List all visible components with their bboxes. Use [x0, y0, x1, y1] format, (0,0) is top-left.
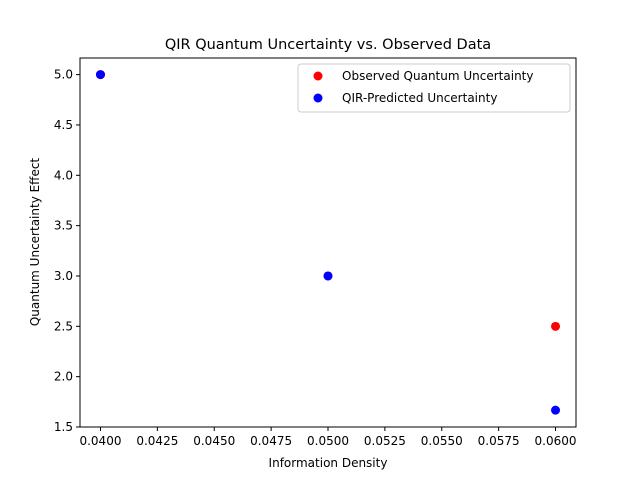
y-tick-label: 3.0: [54, 269, 73, 283]
legend-label-0: Observed Quantum Uncertainty: [342, 69, 533, 83]
plot-frame: [79, 57, 577, 428]
data-points: [95, 70, 561, 415]
chart-title: QIR Quantum Uncertainty vs. Observed Dat…: [165, 37, 491, 53]
x-tick-label: 0.0500: [307, 434, 349, 448]
legend-marker-0: [313, 71, 323, 81]
x-axis-title: Information Density: [269, 456, 388, 470]
data-point-series-1-0: [95, 70, 105, 80]
y-tick-label: 1.5: [54, 420, 73, 434]
y-tick-label: 3.5: [54, 219, 73, 233]
y-tick-label: 4.5: [54, 118, 73, 132]
data-point-series-0-2: [551, 321, 561, 331]
x-axis: 0.0400 0.0425 0.0450 0.0475 0.0500 0.0525 0.05…: [79, 427, 577, 448]
x-tick-label: 0.0450: [193, 434, 235, 448]
data-point-series-1-2: [551, 405, 561, 415]
y-tick-label: 4.0: [54, 168, 73, 182]
y-tick-label: 2.0: [54, 370, 73, 384]
y-axis-title: Quantum Uncertainty Effect: [28, 158, 42, 327]
legend: Observed Quantum Uncertainty QIR-Predicte…: [297, 63, 571, 113]
x-tick-label: 0.0475: [250, 434, 292, 448]
legend-label-1: QIR-Predicted Uncertainty: [342, 91, 497, 105]
x-tick-label: 0.0550: [421, 434, 463, 448]
x-tick-label: 0.0600: [535, 434, 577, 448]
data-point-series-1-1: [323, 271, 333, 281]
x-tick-label: 0.0425: [136, 434, 178, 448]
x-tick-label: 0.0575: [478, 434, 520, 448]
legend-marker-1: [313, 93, 323, 103]
x-tick-label: 0.0525: [364, 434, 406, 448]
y-axis: 1.5 2.0 2.5 3.0 3.5 4.0 4.5 5.0: [54, 68, 80, 434]
legend-box: [297, 63, 571, 113]
x-tick-label: 0.0400: [79, 434, 121, 448]
y-tick-label: 2.5: [54, 319, 73, 333]
y-tick-label: 5.0: [54, 68, 73, 82]
